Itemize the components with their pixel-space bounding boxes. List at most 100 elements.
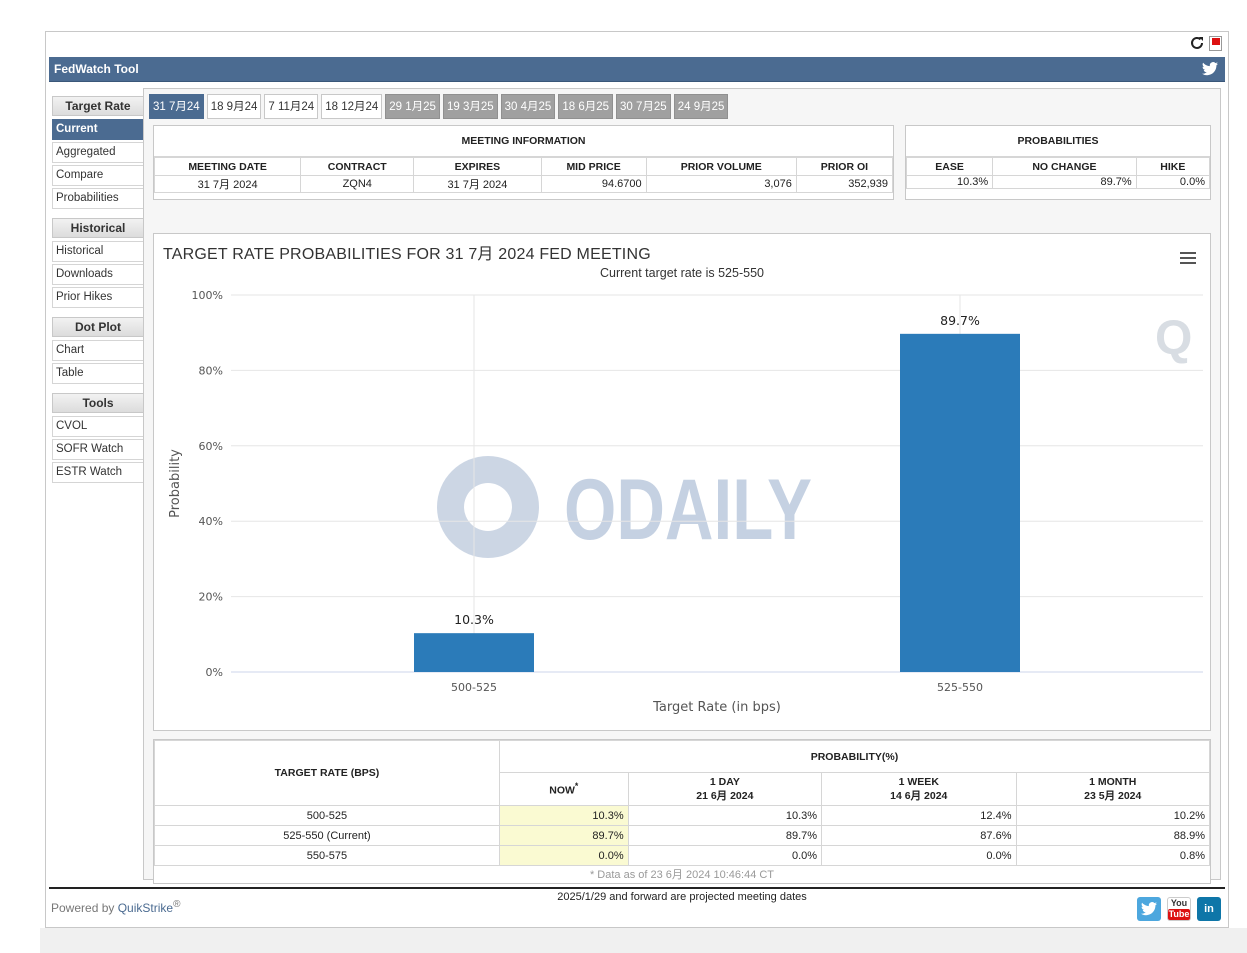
chart-menu-icon[interactable] <box>1180 252 1196 264</box>
probability-table: TARGET RATE (BPS) PROBABILITY(%) NOW* 1 D… <box>154 740 1211 866</box>
col-target-rate: TARGET RATE (BPS) <box>154 740 500 806</box>
probabilities-box: PROBABILITIES EASE NO CHANGE HIKE 10.3% 89.… <box>905 125 1211 200</box>
top-tools <box>1189 35 1222 51</box>
prob-row-value: 88.9% <box>1015 825 1210 846</box>
tab-meeting-date[interactable]: 24 9月25 <box>673 94 729 119</box>
sidebar-item-prior-hikes[interactable]: Prior Hikes <box>52 287 144 308</box>
bar-data-label: 89.7% <box>940 313 980 328</box>
probability-table-box: TARGET RATE (BPS) PROBABILITY(%) NOW* 1 D… <box>153 739 1211 884</box>
page-bottom-strip <box>40 928 1247 953</box>
y-tick-label: 20% <box>199 591 223 604</box>
bar <box>414 633 534 672</box>
odaily-logo-icon <box>437 456 539 558</box>
y-axis-label: Probability <box>168 449 183 518</box>
tab-meeting-date[interactable]: 18 6月25 <box>558 94 614 119</box>
refresh-icon[interactable] <box>1189 35 1205 51</box>
main-panel: 31 7月24 18 9月24 7 11月24 18 12月24 29 1月25 19 3… <box>143 88 1221 903</box>
pdf-icon[interactable] <box>1209 35 1222 51</box>
tab-meeting-date[interactable]: 19 3月25 <box>442 94 498 119</box>
youtube-tube: Tube <box>1168 909 1190 920</box>
probabilities-caption: PROBABILITIES <box>906 126 1210 157</box>
sidebar-item-compare[interactable]: Compare <box>52 165 144 186</box>
meeting-info-caption: MEETING INFORMATION <box>154 126 893 157</box>
prob-col-date: 14 6月 2024 <box>890 789 948 802</box>
probabilities-table: EASE NO CHANGE HIKE 10.3% 89.7% 0.0% <box>905 157 1211 189</box>
chart-title: TARGET RATE PROBABILITIES FOR 31 7月 2024… <box>163 246 651 263</box>
meeting-value: ZQN4 <box>300 175 415 193</box>
tab-meeting-date[interactable]: 18 9月24 <box>206 94 262 119</box>
odaily-watermark-text: ODAILY <box>564 462 812 558</box>
tab-meeting-date[interactable]: 30 7月25 <box>616 94 671 119</box>
sidebar-item-current[interactable]: Current <box>52 119 144 140</box>
prob-col-title: 1 MONTH <box>1089 775 1137 788</box>
tab-meeting-date[interactable]: 7 11月24 <box>264 94 319 119</box>
youtube-icon[interactable]: You Tube <box>1167 897 1191 921</box>
sidebar-item-probabilities[interactable]: Probabilities <box>52 188 144 209</box>
app-title: FedWatch Tool <box>54 62 139 76</box>
prob-row-value: 10.3% <box>498 805 629 826</box>
prob-row-value: 89.7% <box>498 825 629 846</box>
data-as-of-note: * Data as of 23 6月 2024 10:46:44 CT <box>589 869 775 881</box>
prob-table-row: 550-575 0.0% 0.0% 0.0% 0.8% <box>154 845 1210 866</box>
sidebar-heading-target-rate: Target Rate <box>52 96 144 116</box>
meeting-info-table: MEETING DATE CONTRACT EXPIRES MID PRICE PRIO… <box>153 157 894 193</box>
prob-col-title: NOW* <box>549 781 579 797</box>
prob-row-value: 10.3% <box>627 805 823 826</box>
sidebar-item-table[interactable]: Table <box>52 363 144 384</box>
probabilities-col-header: HIKE <box>1135 157 1211 176</box>
powered-prefix: Powered by <box>51 901 118 915</box>
sidebar-item-aggregated[interactable]: Aggregated <box>52 142 144 163</box>
meeting-value: 94.6700 <box>540 175 647 193</box>
x-tick-label: 525-550 <box>937 681 983 694</box>
prob-row-value: 10.2% <box>1015 805 1210 826</box>
x-tick-label: 500-525 <box>451 681 497 694</box>
sidebar-item-historical[interactable]: Historical <box>52 241 144 262</box>
probabilities-col-header: NO CHANGE <box>992 157 1137 176</box>
linkedin-icon[interactable]: in <box>1197 897 1221 921</box>
sidebar-item-sofr-watch[interactable]: SOFR Watch <box>52 439 144 460</box>
tab-meeting-date[interactable]: 30 4月25 <box>500 94 556 119</box>
sidebar-item-cvol[interactable]: CVOL <box>52 416 144 437</box>
prob-row-value: 12.4% <box>821 805 1017 826</box>
meeting-value: 3,076 <box>645 175 797 193</box>
prob-row-value: 0.0% <box>627 845 823 866</box>
sidebar-item-chart[interactable]: Chart <box>52 340 144 361</box>
prob-col-date: 23 5月 2024 <box>1084 789 1142 802</box>
sidebar-item-estr-watch[interactable]: ESTR Watch <box>52 462 144 483</box>
prob-col-title: 1 WEEK <box>898 775 939 788</box>
prob-row-value: 0.0% <box>498 845 629 866</box>
prob-row-rate: 525-550 (Current) <box>154 825 500 846</box>
y-tick-label: 60% <box>199 440 223 453</box>
prob-col-date: 21 6月 2024 <box>696 789 754 802</box>
prob-row-rate: 500-525 <box>154 805 500 826</box>
quikstrike-link[interactable]: QuikStrike <box>117 901 174 915</box>
chart-svg: ODAILY Q 0% 20% 40% 60% 80% 100% 10.3% 500-525 89.… <box>168 289 1203 715</box>
social-links: You Tube in <box>1137 897 1221 921</box>
twitter-share-icon[interactable] <box>1137 897 1161 921</box>
probabilities-value: 0.0% <box>1135 175 1211 189</box>
y-tick-label: 0% <box>206 666 223 679</box>
col-probability-group: PROBABILITY(%) <box>498 740 1211 773</box>
quikstrike-q-watermark: Q <box>1155 312 1192 365</box>
twitter-icon[interactable] <box>1202 62 1218 76</box>
meeting-info-box: MEETING INFORMATION MEETING DATE CONTRACT… <box>153 125 894 200</box>
odaily-watermark: ODAILY <box>437 456 812 558</box>
tab-meeting-date[interactable]: 29 1月25 <box>385 94 440 119</box>
tab-meeting-date[interactable]: 18 12月24 <box>321 94 383 119</box>
tab-meeting-date[interactable]: 31 7月24 <box>149 94 204 119</box>
y-tick-label: 100% <box>192 289 223 302</box>
meeting-value: 31 7月 2024 <box>153 175 302 193</box>
registered-mark: ® <box>173 899 181 910</box>
sidebar-heading-historical: Historical <box>52 218 144 238</box>
meeting-col-header: MEETING DATE <box>153 157 302 176</box>
meeting-col-header: PRIOR VOLUME <box>645 157 797 176</box>
meeting-tabs: 31 7月24 18 9月24 7 11月24 18 12月24 29 1月25 19 3… <box>149 94 729 119</box>
sidebar: Target Rate Current Aggregated Compare Proba… <box>52 96 144 485</box>
title-bar: FedWatch Tool <box>49 57 1225 82</box>
meeting-col-header: PRIOR OI <box>795 157 894 176</box>
meeting-col-header: CONTRACT <box>300 157 415 176</box>
prob-table-row: 525-550 (Current) 89.7% 89.7% 87.6% 88.9% <box>154 825 1210 846</box>
fedwatch-frame: FedWatch Tool Target Rate Current Aggregat… <box>45 31 1229 928</box>
prob-col-title: 1 DAY <box>709 775 740 788</box>
sidebar-item-downloads[interactable]: Downloads <box>52 264 144 285</box>
